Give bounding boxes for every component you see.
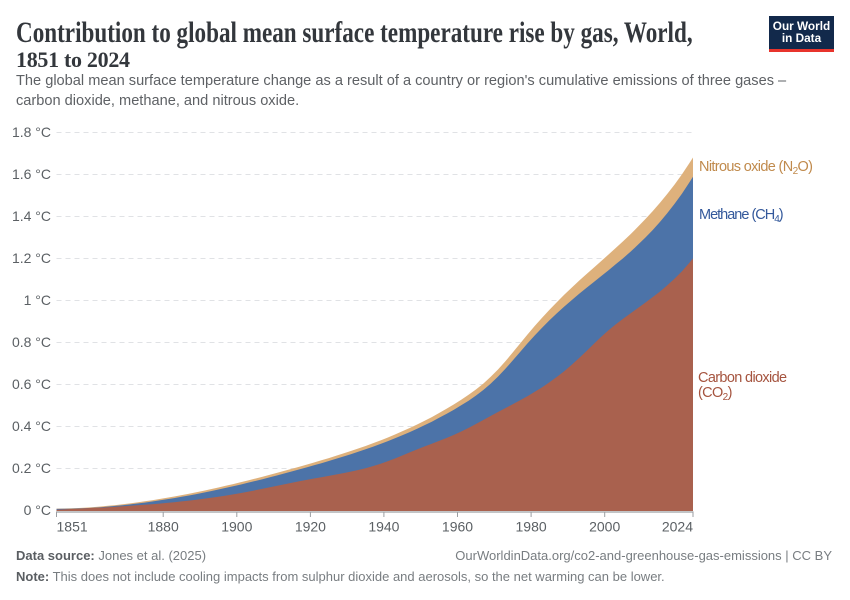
svg-text:0 °C: 0 °C (24, 502, 51, 518)
svg-text:0.4 °C: 0.4 °C (12, 418, 51, 434)
svg-text:0.8 °C: 0.8 °C (12, 334, 51, 350)
svg-text:Carbon dioxide: Carbon dioxide (698, 370, 787, 386)
svg-text:Methane (CH4): Methane (CH4) (699, 207, 783, 225)
svg-text:1900: 1900 (221, 518, 252, 534)
svg-text:Nitrous oxide (N2O): Nitrous oxide (N2O) (699, 159, 812, 177)
svg-text:1980: 1980 (516, 518, 547, 534)
svg-text:1851: 1851 (57, 518, 88, 534)
svg-text:1.2 °C: 1.2 °C (12, 250, 51, 266)
svg-text:2024: 2024 (662, 518, 693, 534)
svg-text:0.6 °C: 0.6 °C (12, 376, 51, 392)
svg-text:1920: 1920 (295, 518, 326, 534)
svg-text:1960: 1960 (442, 518, 473, 534)
svg-text:(CO2): (CO2) (698, 385, 732, 403)
svg-text:1940: 1940 (368, 518, 399, 534)
svg-text:1 °C: 1 °C (24, 292, 51, 308)
svg-text:1.8 °C: 1.8 °C (12, 124, 51, 140)
svg-text:1.4 °C: 1.4 °C (12, 208, 51, 224)
svg-text:0.2 °C: 0.2 °C (12, 460, 51, 476)
svg-text:2000: 2000 (589, 518, 620, 534)
svg-text:1.6 °C: 1.6 °C (12, 166, 51, 182)
svg-text:1880: 1880 (148, 518, 179, 534)
